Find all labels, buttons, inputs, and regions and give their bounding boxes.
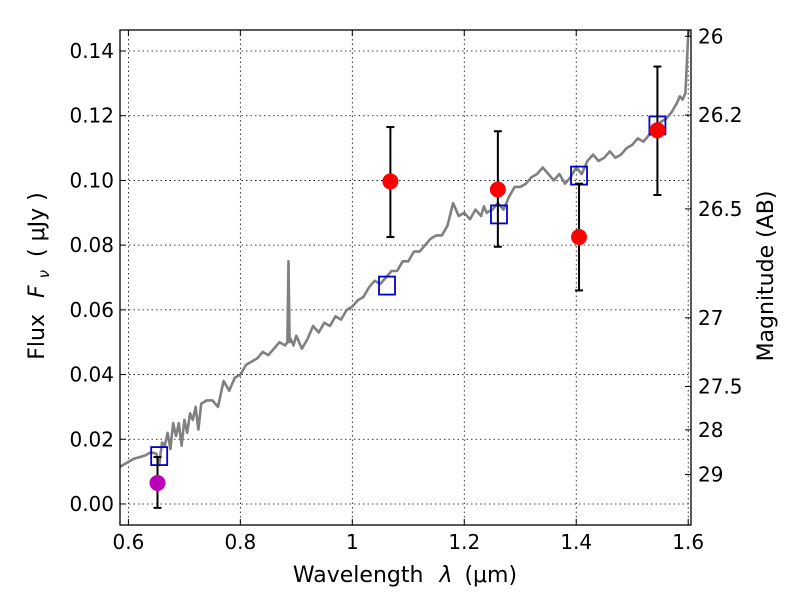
- y-tick-label: 0.00: [69, 492, 114, 516]
- plot-area: [120, 30, 690, 509]
- x-axis-units: (μm): [464, 563, 517, 588]
- x-tick-label: 0.6: [112, 530, 144, 554]
- observed-point: [489, 181, 506, 198]
- y-tick-label: 0.12: [69, 104, 114, 128]
- mag-tick-label: 27: [698, 306, 723, 330]
- mag-tick-label: 28: [698, 418, 723, 442]
- plot-frame: [119, 29, 692, 526]
- y-tick-label: 0.02: [69, 427, 114, 451]
- x-tick-label: 1.6: [672, 530, 704, 554]
- x-tick-label: 0.8: [224, 530, 256, 554]
- y-tick-label: 0.14: [69, 39, 114, 63]
- y-axis-symbol: F: [25, 285, 50, 298]
- x-axis-lambda: λ: [438, 563, 452, 588]
- observed-point-group: [382, 126, 399, 239]
- model-photometry-point: [490, 204, 508, 225]
- x-axis-label: Wavelength λ (μm): [293, 563, 517, 588]
- mag-tick-label: 26.5: [698, 197, 743, 221]
- model-photometry-point: [378, 275, 396, 296]
- y-tick-label: 0.08: [69, 233, 114, 257]
- x-tick-label: 1.4: [560, 530, 592, 554]
- mag-tick-label: 26.2: [698, 103, 743, 127]
- observed-point-group: [489, 130, 506, 248]
- x-tick-label: 1: [346, 530, 359, 554]
- observed-point-group: [649, 65, 666, 196]
- y-axis-units: ( μJy ): [25, 192, 50, 257]
- mag-tick-label: 26: [698, 24, 723, 48]
- observed-point: [382, 173, 399, 190]
- y-tick-label: 0.06: [69, 298, 114, 322]
- y-tick-label: 0.04: [69, 363, 114, 387]
- observed-point-group: [149, 456, 166, 509]
- ticks: 0.6 0.8 1 1.2 1.4 1.6 0.00 0.02 0.04 0.06 0.08 0.10…: [69, 24, 742, 554]
- grid: [120, 30, 691, 525]
- observed-point-group: [571, 182, 588, 292]
- series-layer: [120, 30, 690, 509]
- y-tick-label: 0.10: [69, 168, 114, 192]
- spectrum-line: [120, 30, 690, 468]
- model-photometry-point: [150, 446, 169, 466]
- y-axis-label: Flux F ν ( μJy ): [25, 192, 55, 359]
- mag-tick-label: 27.5: [698, 374, 743, 398]
- mag-tick-label: 29: [698, 462, 723, 486]
- y-axis-symbol-sub: ν: [35, 270, 53, 278]
- x-tick-label: 1.2: [448, 530, 480, 554]
- observed-point: [149, 474, 166, 491]
- observed-point: [571, 229, 588, 246]
- x-axis-label-text: Wavelength: [293, 563, 424, 588]
- y2-axis-label: Magnitude (AB): [754, 191, 779, 362]
- observed-point: [649, 122, 666, 139]
- y-axis-label-text: Flux: [25, 314, 50, 360]
